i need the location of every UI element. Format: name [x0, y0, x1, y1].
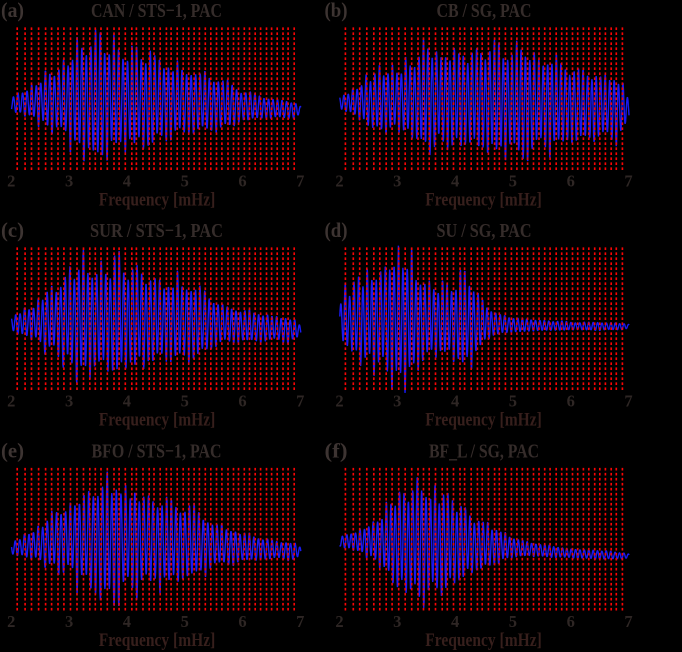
- svg-text:(b): (b): [325, 0, 348, 22]
- svg-text:6: 6: [567, 392, 575, 411]
- svg-text:SUR / STS−1, PAC: SUR / STS−1, PAC: [90, 220, 223, 242]
- svg-text:(a): (a): [1, 0, 24, 22]
- svg-text:3: 3: [393, 172, 401, 191]
- svg-text:7: 7: [624, 392, 632, 411]
- svg-text:2: 2: [335, 392, 343, 411]
- svg-text:4: 4: [123, 392, 131, 411]
- svg-text:7: 7: [296, 392, 304, 411]
- svg-text:4: 4: [451, 172, 459, 191]
- svg-text:6: 6: [567, 612, 575, 631]
- svg-text:Frequency [mHz]: Frequency [mHz]: [425, 410, 542, 431]
- svg-text:2: 2: [7, 172, 15, 191]
- svg-text:7: 7: [296, 172, 304, 191]
- svg-text:Frequency [mHz]: Frequency [mHz]: [99, 410, 216, 431]
- svg-text:CB / SG, PAC: CB / SG, PAC: [437, 0, 532, 22]
- svg-text:4: 4: [451, 612, 459, 631]
- svg-text:3: 3: [393, 392, 401, 411]
- svg-text:2: 2: [335, 612, 343, 631]
- svg-text:3: 3: [65, 392, 73, 411]
- svg-text:Frequency [mHz]: Frequency [mHz]: [99, 630, 216, 651]
- svg-text:6: 6: [238, 612, 246, 631]
- svg-text:5: 5: [509, 172, 517, 191]
- svg-text:BFO / STS−1, PAC: BFO / STS−1, PAC: [92, 441, 222, 463]
- svg-text:4: 4: [123, 612, 131, 631]
- svg-text:CAN / STS−1, PAC: CAN / STS−1, PAC: [91, 0, 222, 22]
- svg-text:7: 7: [624, 612, 632, 631]
- svg-text:7: 7: [624, 172, 632, 191]
- svg-text:3: 3: [65, 172, 73, 191]
- svg-text:3: 3: [65, 612, 73, 631]
- svg-text:Frequency [mHz]: Frequency [mHz]: [425, 630, 542, 651]
- svg-text:4: 4: [451, 392, 459, 411]
- svg-text:(f): (f): [325, 439, 348, 463]
- svg-text:(e): (e): [1, 439, 24, 463]
- svg-text:6: 6: [238, 172, 246, 191]
- svg-text:5: 5: [181, 172, 189, 191]
- svg-text:2: 2: [7, 392, 15, 411]
- svg-text:(d): (d): [325, 218, 348, 242]
- svg-text:5: 5: [509, 612, 517, 631]
- svg-text:2: 2: [7, 612, 15, 631]
- svg-text:Frequency [mHz]: Frequency [mHz]: [425, 190, 542, 211]
- svg-text:5: 5: [181, 392, 189, 411]
- svg-text:SU / SG, PAC: SU / SG, PAC: [437, 220, 532, 242]
- svg-text:BF_L / SG, PAC: BF_L / SG, PAC: [429, 441, 539, 463]
- svg-text:6: 6: [238, 392, 246, 411]
- svg-text:3: 3: [393, 612, 401, 631]
- svg-text:2: 2: [335, 172, 343, 191]
- svg-text:7: 7: [296, 612, 304, 631]
- svg-text:(c): (c): [1, 218, 24, 242]
- svg-text:Frequency [mHz]: Frequency [mHz]: [99, 190, 216, 211]
- svg-text:4: 4: [123, 172, 131, 191]
- svg-text:5: 5: [509, 392, 517, 411]
- svg-text:5: 5: [181, 612, 189, 631]
- svg-text:6: 6: [567, 172, 575, 191]
